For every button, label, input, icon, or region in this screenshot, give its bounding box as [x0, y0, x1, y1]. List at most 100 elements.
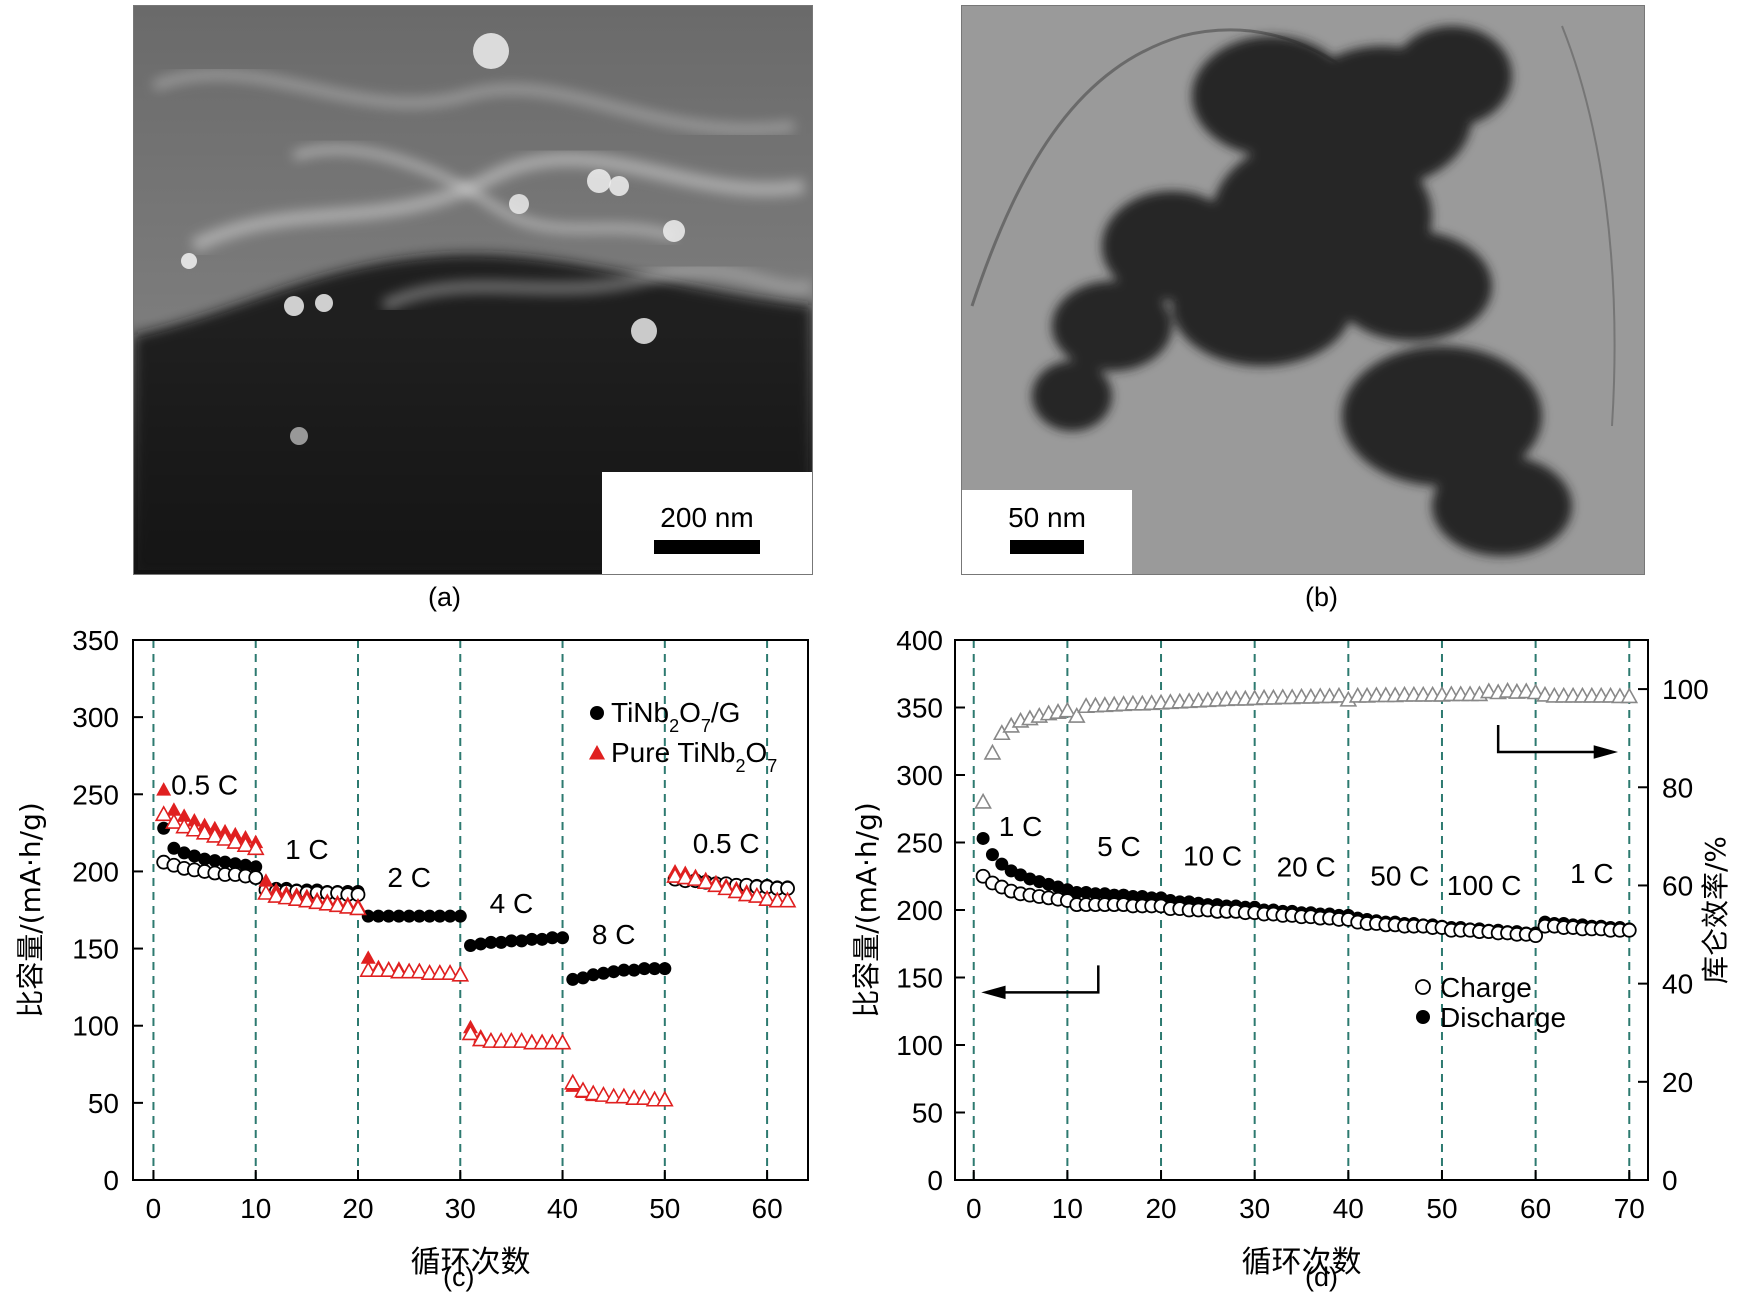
data-point [218, 855, 232, 869]
data-point [443, 909, 457, 923]
data-point [216, 829, 234, 846]
panel-c-caption: (c) [443, 1262, 475, 1292]
data-point [512, 1032, 531, 1048]
rate-label: 8 C [592, 919, 636, 950]
rate-label: 2 C [387, 862, 431, 893]
data-point [166, 802, 182, 816]
data-point [648, 962, 662, 976]
y-tick-label: 200 [896, 895, 943, 926]
x-axis-label: 循环次数 [1242, 1245, 1362, 1280]
series-group [974, 681, 1639, 809]
data-point [318, 894, 337, 911]
data-point [586, 968, 600, 982]
data-point [1330, 686, 1348, 703]
scale-bar-a: 200 nm [602, 472, 812, 574]
data-point [1528, 928, 1544, 944]
data-point [360, 950, 376, 964]
data-point [257, 883, 275, 900]
panel-a-caption: (a) [428, 582, 461, 612]
y-tick-label: 0 [927, 1165, 943, 1196]
data-point [563, 1073, 582, 1090]
y-tick-label: 300 [896, 760, 943, 791]
data-point [976, 831, 990, 845]
data-point [1620, 687, 1639, 704]
data-point [737, 885, 756, 902]
arrow-head [981, 985, 1006, 1000]
y-tick-label: 400 [896, 625, 943, 656]
x-tick-label: 50 [1426, 1193, 1457, 1224]
data-point [402, 909, 416, 923]
data-point [515, 934, 529, 948]
data-point [717, 879, 736, 896]
x-tick-label: 0 [966, 1193, 982, 1224]
scale-bar-label: 200 nm [660, 502, 754, 533]
data-point [205, 826, 224, 843]
scale-bar-label: 50 nm [1008, 502, 1086, 533]
x-tick-label: 30 [445, 1193, 476, 1224]
data-point [165, 812, 183, 829]
data-point [494, 935, 508, 949]
data-point [617, 963, 631, 977]
data-point [584, 1084, 603, 1101]
x-tick-label: 60 [752, 1193, 783, 1224]
data-point [615, 1087, 633, 1104]
data-point [676, 868, 695, 885]
data-point [410, 962, 429, 979]
scale-bar-line [1010, 540, 1084, 554]
y-tick-label: 0 [103, 1165, 119, 1196]
data-point [627, 963, 641, 977]
y2-tick-label: 20 [1662, 1067, 1693, 1098]
data-point [556, 931, 570, 945]
data-point [974, 792, 992, 809]
data-point [177, 846, 191, 860]
data-point [658, 962, 672, 976]
data-point [655, 1090, 674, 1107]
rate-label: 1 C [999, 811, 1043, 842]
y-tick-label: 50 [88, 1088, 119, 1119]
data-point [228, 857, 242, 871]
y-tick-label: 150 [896, 963, 943, 994]
data-point [1058, 701, 1077, 718]
left-axis-arrow [981, 965, 1100, 1000]
legend-label-discharge: Discharge [1440, 1002, 1566, 1033]
data-point [198, 852, 212, 866]
data-point [707, 876, 725, 893]
data-point [167, 841, 181, 855]
rate-label: 50 C [1370, 861, 1429, 892]
scale-bar-line [654, 540, 760, 554]
y-tick-label: 350 [896, 693, 943, 724]
data-point [186, 813, 202, 827]
data-point [553, 1033, 572, 1050]
data-point [441, 964, 459, 981]
x-tick-label: 20 [1145, 1193, 1176, 1224]
x-tick-label: 10 [240, 1193, 271, 1224]
data-point [412, 909, 426, 923]
data-point [308, 893, 326, 910]
x-axis-label: 循环次数 [411, 1245, 531, 1280]
legend-marker-charge [1415, 979, 1431, 995]
rate-label: 100 C [1447, 870, 1522, 901]
y-axis-label: 比容量/(mA·h/g) [14, 802, 47, 1018]
data-point [249, 860, 263, 874]
y-tick-label: 50 [912, 1098, 943, 1129]
data-point [453, 909, 467, 923]
plot-frame [132, 639, 809, 1181]
data-point [525, 932, 539, 946]
data-point [379, 961, 398, 977]
rate-label: 1 C [1570, 858, 1614, 889]
data-point [594, 1086, 613, 1102]
data-point [778, 891, 797, 908]
right-axis-arrow [1496, 725, 1619, 759]
data-point [267, 886, 286, 903]
panel-b-caption: (b) [1305, 582, 1338, 612]
data-point [471, 1030, 490, 1047]
data-point [1621, 922, 1637, 938]
data-point [576, 971, 590, 985]
data-point [451, 965, 470, 982]
data-point [298, 891, 316, 908]
sem-image: 200 nm [133, 5, 813, 575]
rate-label: 10 C [1183, 840, 1242, 871]
y2-tick-label: 80 [1662, 772, 1693, 803]
data-point [607, 965, 621, 979]
